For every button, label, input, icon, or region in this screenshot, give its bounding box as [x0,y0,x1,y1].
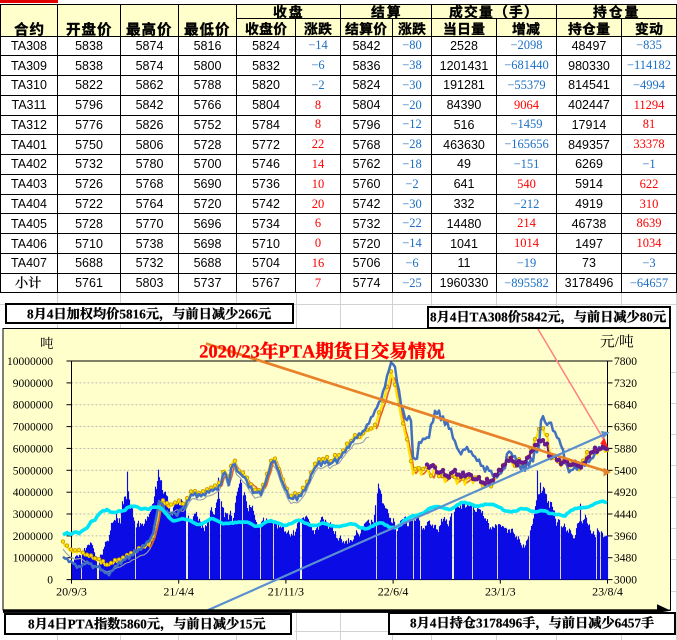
svg-text:3480: 3480 [614,553,637,565]
svg-text:10000000: 10000000 [7,356,53,368]
svg-text:6360: 6360 [614,422,637,434]
svg-text:3000000: 3000000 [13,509,54,521]
svg-text:3000: 3000 [614,575,637,587]
svg-text:4000000: 4000000 [13,487,54,499]
svg-text:3960: 3960 [614,531,637,543]
svg-text:8000000: 8000000 [13,400,54,412]
svg-text:22/6/4: 22/6/4 [378,585,409,599]
svg-text:21/11/3: 21/11/3 [268,585,304,599]
svg-text:1000000: 1000000 [13,553,54,565]
svg-text:5400: 5400 [614,465,637,477]
svg-text:5880: 5880 [614,443,637,455]
svg-text:21/4/4: 21/4/4 [163,585,194,599]
svg-text:23/8/4: 23/8/4 [592,585,623,599]
svg-text:9000000: 9000000 [13,378,54,390]
svg-text:5000000: 5000000 [13,465,54,477]
svg-text:7000000: 7000000 [13,422,54,434]
svg-text:6840: 6840 [614,400,637,412]
svg-text:23/1/3: 23/1/3 [485,585,516,599]
svg-text:7320: 7320 [614,378,637,390]
svg-text:6000000: 6000000 [13,443,54,455]
svg-text:4440: 4440 [614,509,637,521]
svg-text:2000000: 2000000 [13,531,54,543]
svg-text:0: 0 [47,575,53,587]
svg-text:4920: 4920 [614,487,637,499]
svg-text:20/9/3: 20/9/3 [56,585,87,599]
svg-text:7800: 7800 [614,356,637,368]
